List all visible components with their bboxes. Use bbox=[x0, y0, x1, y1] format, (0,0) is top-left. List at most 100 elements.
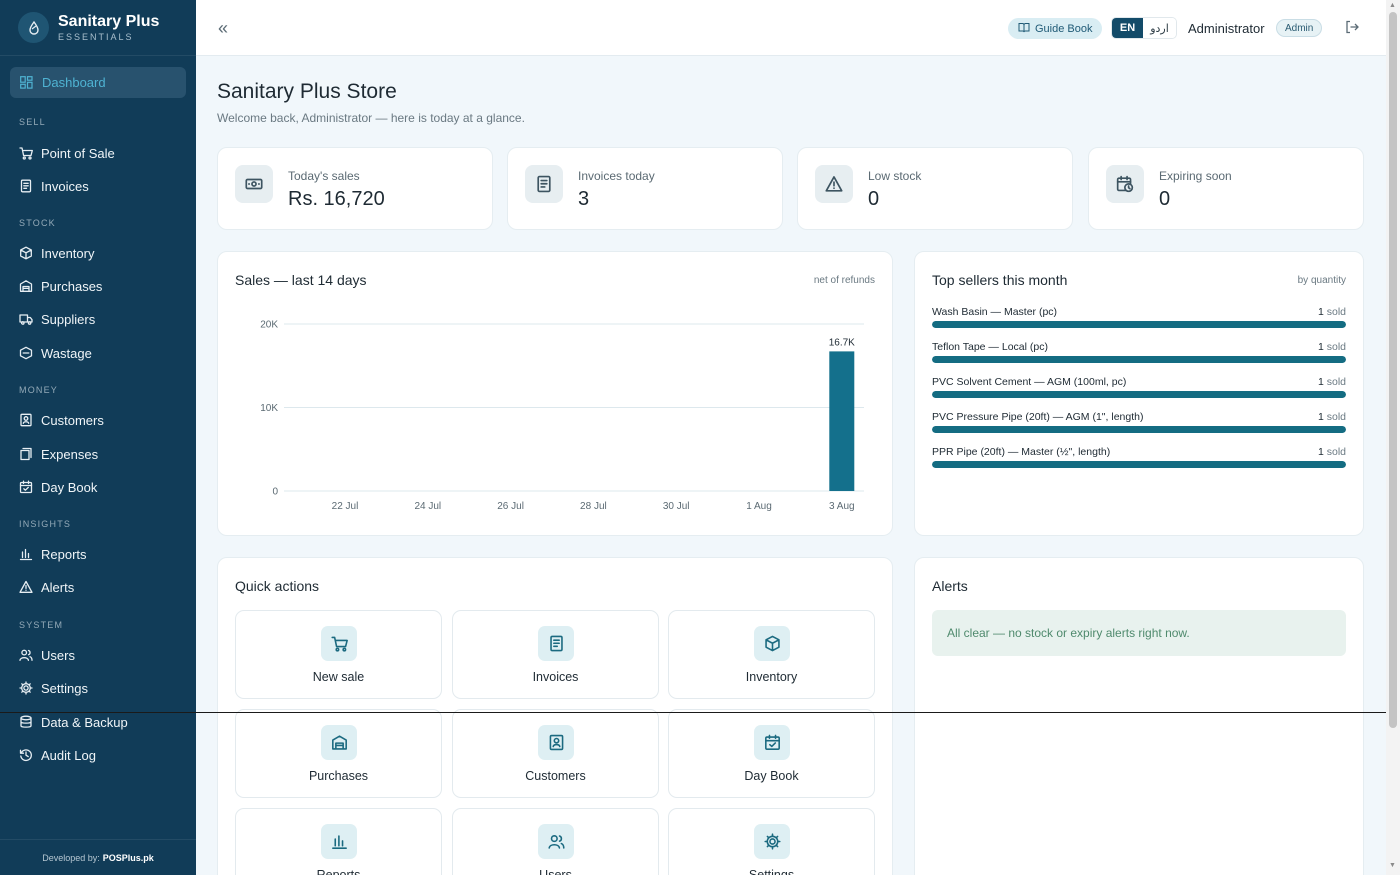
logout-icon[interactable] bbox=[1344, 19, 1360, 40]
sidebar-item-label: Data & Backup bbox=[41, 714, 128, 730]
sidebar-item-audit-log[interactable]: Audit Log bbox=[19, 745, 96, 765]
chart-x-tick-label: 22 Jul bbox=[332, 501, 359, 512]
sidebar-item-suppliers[interactable]: Suppliers bbox=[19, 309, 95, 329]
alerts-all-clear-message: All clear — no stock or expiry alerts ri… bbox=[932, 610, 1346, 656]
quick-action-reports[interactable]: Reports bbox=[235, 808, 442, 875]
footer-brand-link[interactable]: POSPlus.pk bbox=[102, 852, 154, 863]
sidebar-item-reports[interactable]: Reports bbox=[19, 544, 87, 564]
quick-action-inventory[interactable]: Inventory bbox=[668, 610, 875, 699]
scroll-down-icon[interactable]: ▼ bbox=[1389, 862, 1396, 869]
sidebar-item-label: Point of Sale bbox=[41, 145, 115, 161]
sidebar-item-data-backup[interactable]: Data & Backup bbox=[19, 712, 128, 732]
top-seller-name: Wash Basin — Master (pc) bbox=[932, 306, 1058, 318]
topbar: « Guide Book EN اردو Administrator Admin bbox=[196, 0, 1386, 56]
quick-action-customers[interactable]: Customers bbox=[452, 709, 659, 798]
sidebar-item-alerts[interactable]: Alerts bbox=[19, 577, 74, 597]
warning-icon bbox=[19, 580, 33, 594]
stat-card-today-s-sales: Today's sales Rs. 16,720 bbox=[217, 147, 493, 230]
alerts-title: Alerts bbox=[932, 578, 968, 594]
stat-value: 0 bbox=[868, 188, 880, 210]
sidebar-item-label: Users bbox=[41, 647, 75, 663]
top-seller-qty-value: 1 bbox=[1317, 446, 1324, 458]
top-seller-bar-fill bbox=[932, 321, 1346, 328]
scroll-up-icon[interactable]: ▲ bbox=[1389, 2, 1396, 9]
sidebar-item-day-book[interactable]: Day Book bbox=[19, 477, 97, 497]
quick-action-invoices[interactable]: Invoices bbox=[452, 610, 659, 699]
brand[interactable]: Sanitary Plus ESSENTIALS bbox=[0, 0, 196, 56]
top-seller-row: PPR Pipe (20ft) — Master (½", length) 1 s… bbox=[932, 446, 1346, 476]
top-seller-bar bbox=[932, 321, 1346, 328]
chart-x-tick-label: 3 Aug bbox=[829, 501, 855, 512]
sidebar-item-users[interactable]: Users bbox=[19, 645, 75, 665]
chart-y-tick-label: 0 bbox=[272, 487, 278, 498]
top-seller-qty-value: 1 bbox=[1317, 376, 1324, 388]
sidebar-item-label: Invoices bbox=[41, 178, 89, 194]
stat-value: Rs. 16,720 bbox=[288, 188, 385, 210]
scrollbar-thumb[interactable] bbox=[1389, 12, 1397, 728]
sidebar-item-settings[interactable]: Settings bbox=[19, 678, 88, 698]
top-seller-row: PVC Solvent Cement — AGM (100ml, pc) 1 so… bbox=[932, 376, 1346, 406]
role-badge: Admin bbox=[1276, 19, 1323, 37]
top-seller-name: PPR Pipe (20ft) — Master (½", length) bbox=[932, 446, 1111, 458]
sidebar-item-purchases[interactable]: Purchases bbox=[19, 276, 102, 296]
language-urdu-button[interactable]: اردو bbox=[1143, 18, 1176, 38]
quick-action-label: Purchases bbox=[308, 769, 369, 783]
collapse-sidebar-button[interactable]: « bbox=[218, 18, 229, 38]
quick-actions-title: Quick actions bbox=[235, 578, 320, 594]
brand-logo-icon bbox=[18, 12, 49, 43]
sidebar-section-stock: STOCK bbox=[19, 218, 56, 228]
top-seller-row: Wash Basin — Master (pc) 1 sold bbox=[932, 306, 1346, 336]
top-seller-bar bbox=[932, 356, 1346, 363]
invoice-icon bbox=[538, 626, 574, 661]
top-seller-qty: 1 sold bbox=[1318, 376, 1346, 388]
expense-icon bbox=[19, 447, 33, 461]
sidebar-item-invoices[interactable]: Invoices bbox=[19, 176, 89, 196]
sidebar-section-system: SYSTEM bbox=[19, 620, 64, 630]
quick-action-settings[interactable]: Settings bbox=[668, 808, 875, 875]
top-seller-qty: 1 sold bbox=[1318, 306, 1346, 318]
quick-action-purchases[interactable]: Purchases bbox=[235, 709, 442, 798]
page-scrollbar[interactable]: ▲ ▼ bbox=[1386, 0, 1400, 875]
top-seller-name: Teflon Tape — Local (pc) bbox=[932, 341, 1048, 353]
quick-action-label: Settings bbox=[748, 868, 795, 875]
sidebar-item-point-of-sale[interactable]: Point of Sale bbox=[19, 143, 115, 163]
top-seller-qty-value: 1 bbox=[1317, 411, 1324, 423]
user-name: Administrator bbox=[1188, 21, 1265, 36]
sidebar-item-wastage[interactable]: Wastage bbox=[19, 343, 92, 363]
invoice-icon bbox=[19, 179, 33, 193]
sidebar-item-dashboard[interactable]: Dashboard bbox=[10, 67, 186, 98]
sidebar-item-label: Inventory bbox=[41, 245, 95, 261]
gear-icon bbox=[19, 681, 33, 695]
calendar-icon bbox=[754, 725, 790, 760]
sidebar-item-label: Customers bbox=[41, 412, 104, 428]
sidebar-section-money: MONEY bbox=[19, 385, 59, 395]
top-seller-qty: 1 sold bbox=[1318, 446, 1346, 458]
quick-action-users[interactable]: Users bbox=[452, 808, 659, 875]
top-seller-sold-word: sold bbox=[1326, 306, 1346, 318]
sidebar-item-expenses[interactable]: Expenses bbox=[19, 444, 98, 464]
sidebar-section-sell: SELL bbox=[19, 117, 46, 127]
stat-label: Invoices today bbox=[578, 169, 655, 183]
page-title: Sanitary Plus Store bbox=[217, 80, 397, 103]
quick-action-label: Invoices bbox=[532, 670, 579, 684]
sidebar-item-label: Settings bbox=[41, 680, 88, 696]
sidebar-item-customers[interactable]: Customers bbox=[19, 410, 104, 430]
guide-book-button[interactable]: Guide Book bbox=[1008, 18, 1103, 39]
stat-card-invoices-today: Invoices today 3 bbox=[507, 147, 783, 230]
quick-action-day-book[interactable]: Day Book bbox=[668, 709, 875, 798]
chart-x-tick-label: 1 Aug bbox=[746, 501, 772, 512]
chart-bar bbox=[829, 351, 855, 491]
customer-icon bbox=[19, 413, 33, 427]
history-icon bbox=[19, 748, 33, 762]
footer-prefix: Developed by: bbox=[42, 852, 100, 863]
guide-book-label: Guide Book bbox=[1035, 22, 1093, 35]
brand-title: Sanitary Plus bbox=[58, 12, 160, 30]
language-en-button[interactable]: EN bbox=[1112, 18, 1143, 38]
sidebar-item-inventory[interactable]: Inventory bbox=[19, 243, 94, 263]
database-icon bbox=[19, 715, 33, 729]
sidebar-item-label: Purchases bbox=[41, 278, 103, 294]
top-seller-bar-fill bbox=[932, 391, 1346, 398]
truck-icon bbox=[19, 312, 33, 326]
quick-action-new-sale[interactable]: New sale bbox=[235, 610, 442, 699]
top-sellers-title: Top sellers this month bbox=[932, 272, 1068, 288]
